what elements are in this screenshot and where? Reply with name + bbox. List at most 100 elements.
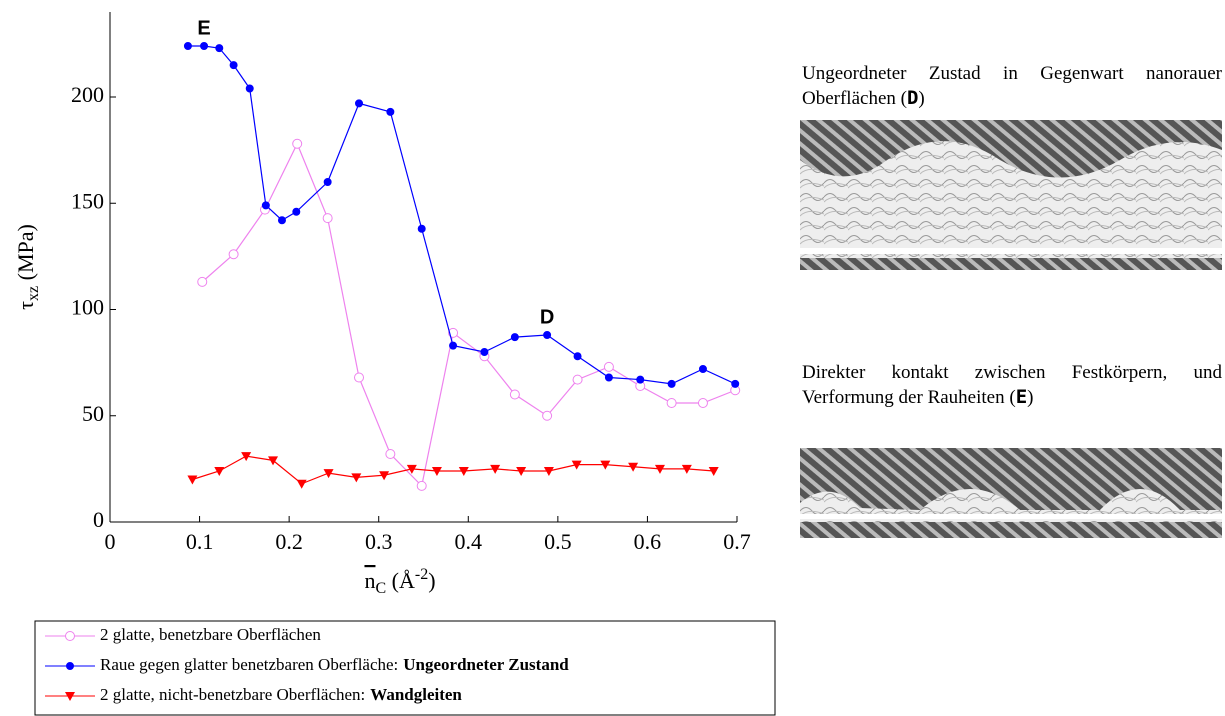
point bbox=[385, 449, 396, 459]
point bbox=[603, 361, 614, 372]
point bbox=[351, 473, 362, 483]
point bbox=[268, 456, 279, 466]
x-tick-label: 0.4 bbox=[455, 529, 483, 554]
x-tick-label: 0 bbox=[105, 529, 116, 554]
point bbox=[355, 99, 364, 108]
y-tick-label: 100 bbox=[71, 295, 104, 320]
y-tick-label: 200 bbox=[71, 82, 104, 107]
point bbox=[600, 460, 611, 470]
point bbox=[379, 471, 390, 481]
point bbox=[323, 469, 334, 479]
point bbox=[542, 410, 553, 421]
point bbox=[187, 475, 198, 485]
point bbox=[490, 464, 501, 474]
point bbox=[543, 331, 552, 339]
point bbox=[458, 467, 469, 476]
point bbox=[183, 42, 192, 50]
x-tick-label: 0.1 bbox=[186, 529, 214, 554]
point bbox=[417, 224, 426, 233]
point bbox=[667, 379, 676, 388]
caption-label: E bbox=[1015, 386, 1028, 408]
point bbox=[416, 480, 427, 491]
label-part: -2 bbox=[415, 566, 428, 583]
x-tick-label: 0.2 bbox=[275, 529, 303, 554]
annotation: E bbox=[197, 17, 210, 39]
point bbox=[245, 84, 254, 93]
point bbox=[228, 249, 239, 260]
point bbox=[708, 467, 719, 476]
y-tick-label: 0 bbox=[93, 507, 104, 532]
point bbox=[431, 467, 442, 476]
point bbox=[543, 467, 554, 476]
simulation-image bbox=[800, 448, 1222, 538]
point bbox=[636, 375, 645, 384]
x-tick-label: 0.6 bbox=[634, 529, 662, 554]
x-tick-label: 0.5 bbox=[544, 529, 572, 554]
point bbox=[571, 460, 582, 470]
point bbox=[197, 276, 208, 287]
caption-label: D bbox=[906, 87, 919, 109]
caption-text: ) bbox=[918, 88, 925, 109]
point bbox=[354, 372, 365, 383]
point bbox=[386, 107, 395, 116]
label-part: C bbox=[375, 580, 386, 597]
label-part: (Å bbox=[386, 568, 415, 593]
point bbox=[604, 373, 613, 382]
point bbox=[323, 178, 332, 186]
legend-label: Raue gegen glatter benetzbaren Oberfläch… bbox=[100, 655, 569, 674]
point bbox=[241, 452, 252, 462]
point bbox=[480, 348, 489, 356]
chart: 0 50 100 150 200 0 0.1 0.2 0.3 0.4 0.5 0.6 0.7 τxz (M… bbox=[13, 12, 776, 716]
legend-text-bold: Ungeordneter Zustand bbox=[403, 655, 569, 674]
point bbox=[510, 333, 519, 342]
point bbox=[509, 389, 520, 400]
x-tick-label: 0.3 bbox=[365, 529, 393, 554]
legend-marker bbox=[66, 662, 74, 670]
legend-label: 2 glatte, nicht-benetzbare Oberflächen: W… bbox=[100, 685, 462, 704]
series-line bbox=[187, 45, 736, 385]
point bbox=[681, 464, 692, 474]
point bbox=[449, 341, 458, 350]
annotation: D bbox=[540, 306, 554, 328]
caption: Ungeordneter Zustad in Gegenwart nanorau… bbox=[802, 62, 1222, 111]
point bbox=[573, 352, 582, 361]
point bbox=[215, 44, 224, 53]
caption-text: ) bbox=[1027, 387, 1034, 408]
point bbox=[229, 61, 238, 70]
point bbox=[628, 462, 639, 472]
caption-text: Ungeordneter Zustad in Gegenwart nanorau… bbox=[802, 63, 1222, 109]
point bbox=[731, 379, 740, 388]
legend-marker bbox=[65, 692, 75, 701]
point bbox=[277, 216, 286, 225]
caption: Direkter kontakt zwischen Festkörpern, u… bbox=[802, 361, 1222, 410]
label-part: ) bbox=[428, 568, 435, 593]
point bbox=[292, 138, 303, 149]
point bbox=[214, 467, 225, 476]
series-line bbox=[201, 142, 736, 488]
point bbox=[261, 201, 270, 210]
point bbox=[698, 365, 707, 373]
point bbox=[322, 213, 333, 224]
legend-box bbox=[34, 620, 776, 716]
x-tick-label: 0.7 bbox=[723, 529, 751, 554]
point bbox=[654, 464, 665, 474]
legend-text: Raue gegen glatter benetzbaren Oberfläch… bbox=[100, 655, 398, 674]
caption-text: Direkter kontakt zwischen Festkörpern, u… bbox=[802, 362, 1222, 408]
label-part: xz bbox=[25, 286, 42, 301]
point bbox=[292, 207, 301, 216]
label-part: n bbox=[364, 568, 375, 593]
legend-marker bbox=[65, 631, 75, 641]
point bbox=[666, 398, 677, 408]
simulation-image bbox=[800, 120, 1222, 270]
point bbox=[572, 374, 583, 385]
point bbox=[296, 479, 307, 489]
y-tick-label: 150 bbox=[71, 188, 104, 213]
y-tick-label: 50 bbox=[82, 401, 104, 426]
legend-text: 2 glatte, nicht-benetzbare Oberflächen: bbox=[100, 685, 365, 704]
label-part: τ bbox=[13, 301, 38, 310]
legend-text-bold: Wandgleiten bbox=[370, 685, 462, 704]
legend-text: 2 glatte, benetzbare Oberflächen bbox=[100, 625, 321, 644]
point bbox=[406, 464, 417, 474]
x-axis-label: nC (Å-2) bbox=[364, 566, 435, 597]
